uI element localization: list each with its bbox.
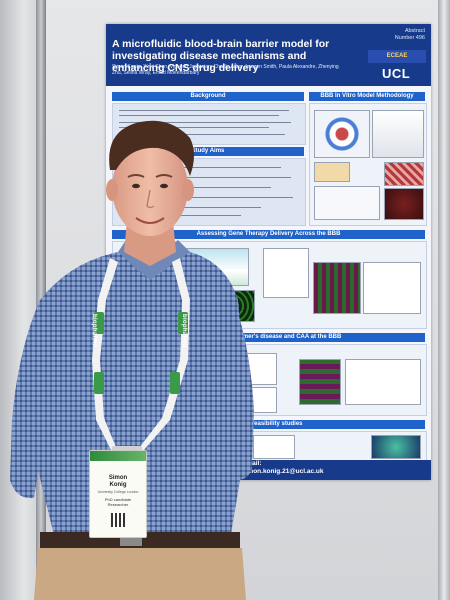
face <box>112 140 188 236</box>
ear-right <box>182 179 194 201</box>
name-badge: Simon Konig University College London Ph… <box>89 450 147 538</box>
abstract-id: Number 496 <box>394 34 425 41</box>
amyloid-microscopy-figure <box>299 359 341 405</box>
section-gene-therapy: Assessing Gene Therapy Delivery Across t… <box>112 230 425 239</box>
email-address: simon.konig.21@ucl.ac.uk <box>242 468 324 475</box>
alzheimers-chart-figure <box>345 359 421 405</box>
lanyard-brand-right: biopharma <box>181 314 187 348</box>
section-feasibility: Other feasibility studies <box>112 420 425 429</box>
cell-image-1 <box>384 162 424 186</box>
hair <box>109 120 194 176</box>
abstract-label: Abstract <box>404 28 425 34</box>
badge-role-line-1: PhD candidate <box>104 497 132 502</box>
poster-authors: Simon Konig, Xinxi Shen, Vignesh Jayaraj… <box>112 64 339 76</box>
bbb-diagram-figure <box>314 110 370 158</box>
right-arm <box>226 290 254 480</box>
feasibility-image-2 <box>371 435 421 459</box>
device-schematic-figure <box>372 110 424 158</box>
method-flow-figure <box>314 186 380 220</box>
gene-therapy-text <box>263 248 309 298</box>
cell-image-2 <box>384 188 424 220</box>
badge-role: PhD candidate Researcher <box>90 497 146 507</box>
badge-last-name: Konig <box>109 482 127 488</box>
ear-left <box>106 179 118 201</box>
abstract-number: Abstract Number 496 <box>395 28 425 41</box>
poster-title: A microfluidic blood-brain barrier model… <box>112 38 330 74</box>
background-wall <box>0 0 40 600</box>
gene-bar-chart-figure <box>363 262 421 314</box>
badge-qr-code <box>111 513 125 527</box>
ucl-logo: UCL <box>382 66 411 81</box>
nose <box>146 189 155 209</box>
smile <box>135 217 165 224</box>
section-background: Background <box>112 92 304 101</box>
section-in-vitro: BBB In Vitro Model Methodology <box>309 92 425 101</box>
badge-name: Simon Konig <box>90 475 146 489</box>
trousers <box>34 548 246 600</box>
badge-first-name: Simon <box>108 475 128 481</box>
microscopy-grid-figure <box>313 262 361 314</box>
eye-left <box>132 183 140 189</box>
microfluidic-figure <box>314 162 350 182</box>
section-alzheimers: Modelling Alzheimer's disease and CAA at… <box>112 333 425 342</box>
board-pole-right <box>438 0 450 600</box>
badge-organization: University College London <box>97 490 139 494</box>
ecead-logo: ECEAE <box>368 50 426 63</box>
in-vitro-figure-block <box>309 103 427 226</box>
eye-right <box>160 183 168 189</box>
lanyard-strap-left <box>92 258 118 452</box>
left-arm <box>10 300 48 499</box>
lanyard-brand-left: biopharma <box>91 314 97 348</box>
badge-role-line-2: Researcher <box>107 502 129 507</box>
lanyard-strap-right <box>136 258 190 452</box>
section-study-aims: Study Aims <box>112 147 304 156</box>
feasibility-text <box>253 435 295 459</box>
badge-header <box>90 451 146 461</box>
